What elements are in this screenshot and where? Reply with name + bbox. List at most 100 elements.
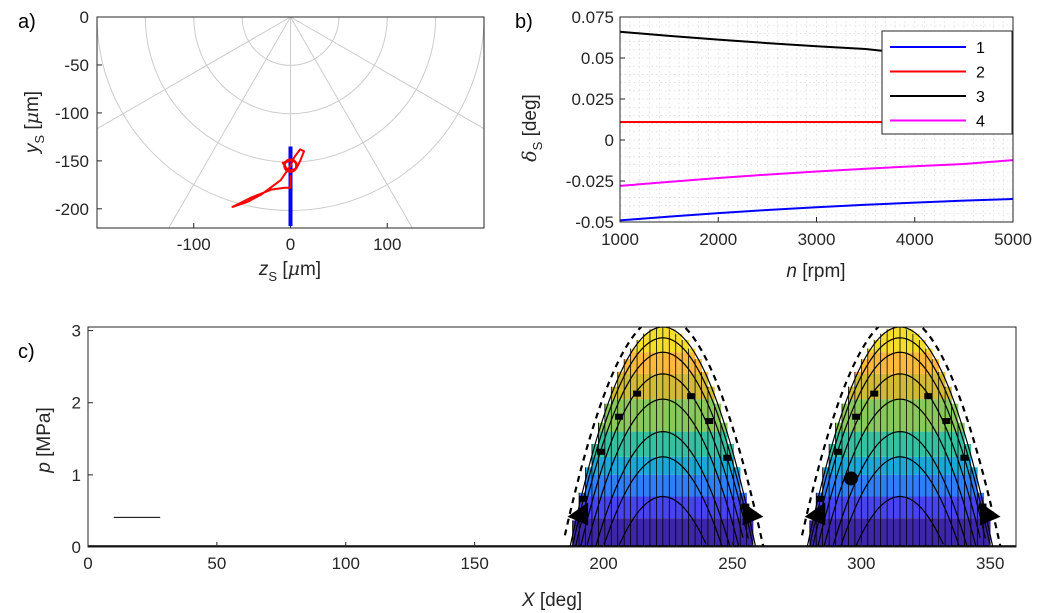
contour-cell <box>938 399 946 432</box>
contour-cell <box>598 456 606 475</box>
contour-cell <box>598 422 606 432</box>
panel-b-ylabel: δS [deg] <box>519 94 545 162</box>
contour-cell <box>854 496 862 519</box>
contour-cell <box>945 431 952 457</box>
contour-cell <box>617 496 625 519</box>
contour-cell <box>848 399 856 432</box>
round-marker <box>844 471 859 486</box>
contour-cell <box>880 352 888 374</box>
contour-cell <box>925 496 933 519</box>
panel-a-label: a) <box>18 11 36 33</box>
panel-a-ticks: -100 0 100 0 -50 -100 -150 -200 <box>55 8 401 254</box>
contour-cell <box>938 373 946 400</box>
contour-cell <box>912 373 920 400</box>
pressure-curve <box>840 456 960 547</box>
flank-marker <box>633 390 642 397</box>
contour-cell <box>733 518 741 547</box>
panel-a-ylabel: yS [μm] <box>21 91 47 155</box>
contour-cell <box>682 399 689 432</box>
envelope-dashed <box>563 327 766 547</box>
contour-cell <box>854 373 862 400</box>
contour-cell <box>656 352 664 374</box>
contour-cell <box>906 431 914 457</box>
contour-cell <box>617 518 625 547</box>
x-tick-label: 350 <box>976 554 1004 573</box>
flank-marker <box>834 448 843 455</box>
flank-marker <box>578 495 587 502</box>
contour-cell <box>707 431 715 457</box>
contour-cell <box>682 518 689 547</box>
contour-cell <box>951 456 959 475</box>
pressure-curve <box>579 373 744 547</box>
contour-cell <box>662 456 670 475</box>
contour-cell <box>893 337 901 353</box>
contour-cell <box>912 352 920 374</box>
contour-cell <box>945 399 952 432</box>
panel-c-ylabel: p [MPa] <box>34 407 55 473</box>
contour-cell <box>662 352 670 374</box>
contour-cell <box>887 496 894 519</box>
contour-cell <box>630 399 638 432</box>
contour-cell <box>958 456 965 475</box>
contour-cell <box>675 456 683 475</box>
contour-cell <box>649 456 657 475</box>
contour-cell <box>591 443 599 457</box>
envelope-dashed <box>800 327 1004 547</box>
contour-cell <box>854 456 862 475</box>
contour-cell <box>682 474 689 497</box>
contour-cell <box>932 518 939 547</box>
contour-cell <box>649 329 657 338</box>
pressure-curve <box>586 398 740 547</box>
x-tick-label: 200 <box>589 554 617 573</box>
flank-marker <box>615 413 624 420</box>
contour-cell <box>695 518 702 547</box>
contour-cell <box>637 518 644 547</box>
contour-cell <box>945 474 952 497</box>
contour-cell <box>598 496 606 519</box>
y-tick-label: 0.075 <box>571 8 614 27</box>
pressure-curve <box>854 495 944 547</box>
panel-c-ticks: 0 50 100 150 200 250 300 350 0 1 2 3 <box>72 322 1005 573</box>
contour-cell <box>900 327 907 338</box>
contour-cell <box>649 496 657 519</box>
contour-cell <box>874 399 881 432</box>
contour-cell <box>630 518 638 547</box>
flank-marker <box>960 454 969 461</box>
contour-cell <box>848 456 856 475</box>
contour-cell <box>919 496 927 519</box>
contour-cell <box>932 431 939 457</box>
contour-cell <box>617 456 625 475</box>
contour-cell <box>701 518 709 547</box>
red-marker-circle <box>283 158 298 173</box>
contour-cell <box>842 456 849 475</box>
contour-cell <box>958 422 965 432</box>
contour-cell <box>854 474 862 497</box>
flank-marker <box>924 393 933 400</box>
x-tick-label: 250 <box>718 554 746 573</box>
x-tick-label: 3000 <box>798 230 836 249</box>
contour-cell <box>900 337 907 353</box>
contour-cell <box>688 496 696 519</box>
x-tick-label: 50 <box>207 554 226 573</box>
contour-cell <box>662 431 670 457</box>
panel-b: 1000 2000 3000 4000 5000 0.075 0.05 0.025 0 -0.02… <box>519 8 1032 282</box>
contour-cell <box>932 496 939 519</box>
contour-cell <box>720 496 728 519</box>
contour-cell <box>630 352 638 374</box>
contour-cell <box>624 474 631 497</box>
contour-cell <box>624 456 631 475</box>
contour-cell <box>669 496 677 519</box>
contour-cell <box>951 431 959 457</box>
contour-cell <box>906 337 914 353</box>
contour-cell <box>887 337 894 353</box>
x-tick-label: 4000 <box>896 230 934 249</box>
contour-cell <box>842 431 849 457</box>
contour-cell <box>919 352 927 374</box>
polar-grid-spoke <box>290 17 484 130</box>
contour-cell <box>964 443 972 457</box>
contour-cell <box>919 518 927 547</box>
contour-cell <box>598 518 606 547</box>
pressure-curve <box>595 430 731 547</box>
contour-cell <box>675 431 683 457</box>
contour-cell <box>835 518 843 547</box>
